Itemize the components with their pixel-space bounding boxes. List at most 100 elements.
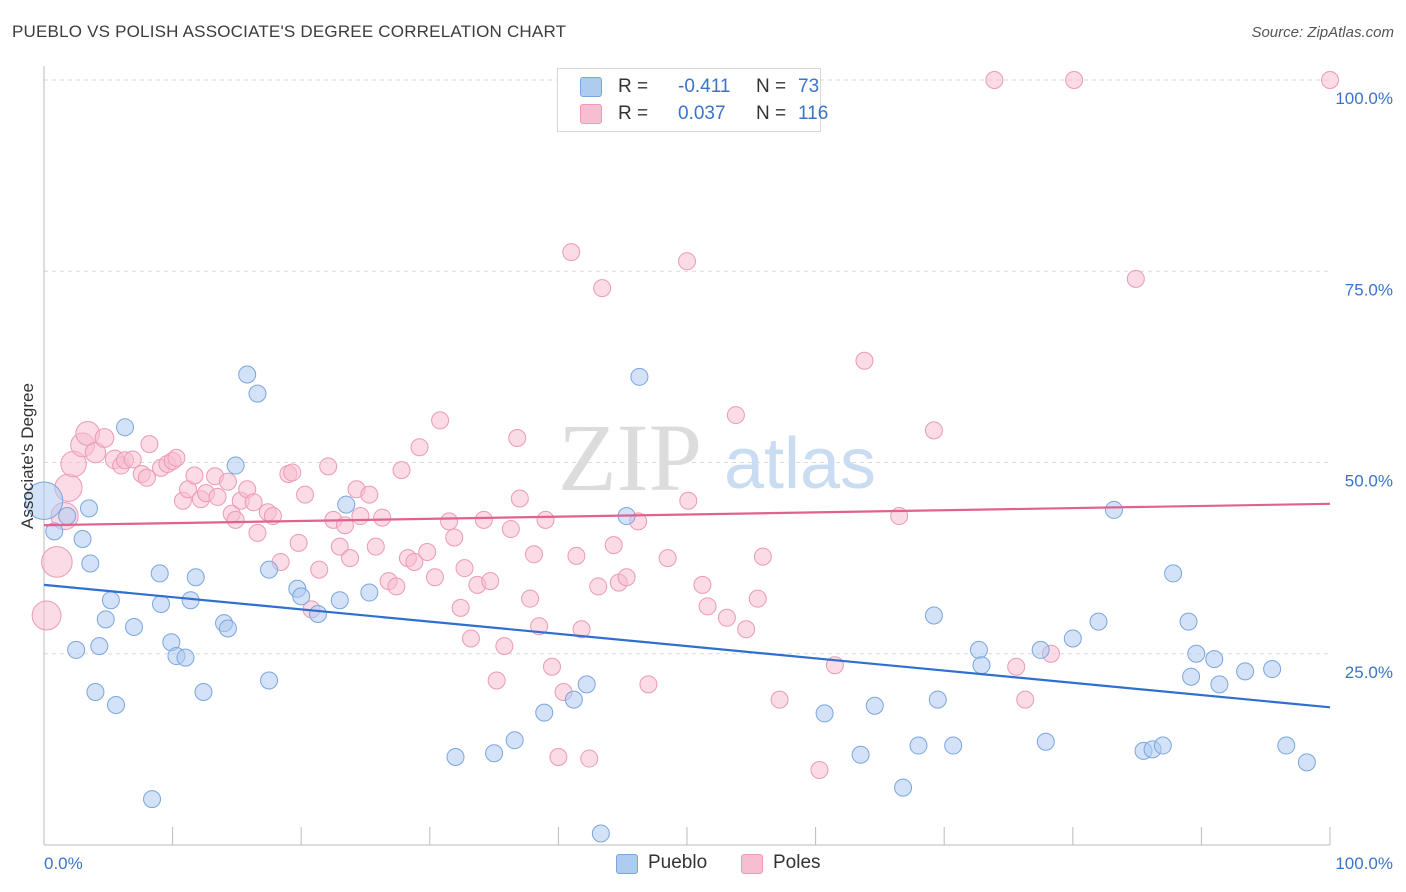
- pueblo-point: [67, 640, 86, 659]
- poles-swatch-icon: [741, 854, 763, 874]
- poles-point: [678, 252, 696, 271]
- legend-n-label: N =: [756, 103, 787, 124]
- y-axis-title: Associate's Degree: [18, 383, 37, 529]
- poles-point: [810, 761, 829, 780]
- pueblo-point: [143, 790, 162, 809]
- trend-layer: [43, 502, 1331, 709]
- poles-point: [123, 450, 142, 469]
- pueblo-point: [851, 745, 870, 764]
- poles-point: [510, 489, 529, 508]
- poles-point: [508, 429, 527, 448]
- pueblo-point: [292, 587, 311, 606]
- y-tick-label: 100.0%: [1335, 89, 1393, 108]
- pueblo-point: [1277, 736, 1296, 755]
- poles-point: [521, 589, 540, 608]
- pueblo-point: [86, 683, 105, 701]
- pueblo-point: [969, 640, 988, 659]
- poles-point: [658, 549, 677, 568]
- axes-layer: [43, 66, 1331, 846]
- poles-point: [140, 435, 159, 454]
- pueblo-trend-line: [43, 583, 1331, 709]
- poles-point: [1321, 71, 1339, 89]
- poles-point: [855, 351, 874, 370]
- poles-point: [392, 461, 411, 480]
- poles-point: [330, 537, 349, 556]
- pueblo-point: [894, 778, 913, 797]
- points-layer: [24, 71, 1339, 843]
- pueblo-point: [944, 736, 963, 755]
- pueblo-point: [24, 481, 64, 520]
- pueblo-point: [226, 456, 245, 475]
- poles-point: [524, 545, 543, 564]
- poles-point: [567, 546, 586, 565]
- pueblo-point: [1263, 660, 1282, 679]
- pueblo-swatch-icon: [616, 854, 638, 874]
- chart-title: PUEBLO VS POLISH ASSOCIATE'S DEGREE CORR…: [12, 22, 567, 41]
- y-tick-label: 25.0%: [1345, 663, 1393, 682]
- pueblo-point: [1089, 612, 1108, 631]
- poles-point: [226, 510, 245, 529]
- pueblo-point: [924, 606, 943, 625]
- pueblo-point: [1187, 644, 1206, 663]
- poles-point: [31, 600, 62, 631]
- poles-point: [185, 466, 204, 485]
- poles-point: [726, 406, 745, 425]
- pueblo-point: [186, 568, 205, 587]
- poles-point: [487, 671, 506, 690]
- poles-point: [218, 472, 237, 491]
- pueblo-point: [218, 619, 237, 638]
- poles-point: [501, 520, 520, 539]
- pueblo-point: [116, 418, 135, 437]
- poles-point: [319, 457, 338, 476]
- legend-r-value: 0.037: [678, 103, 726, 124]
- pueblo-point: [1063, 629, 1082, 648]
- x-tick-label: 100.0%: [1335, 854, 1393, 873]
- poles-point: [717, 608, 736, 627]
- poles-point: [580, 749, 599, 768]
- pueblo-point: [58, 507, 77, 526]
- pueblo-point: [330, 591, 349, 610]
- watermark-atlas: atlas: [724, 424, 876, 504]
- pueblo-point: [73, 530, 92, 548]
- poles-point: [440, 512, 459, 531]
- pueblo-point: [248, 384, 267, 403]
- poles-point: [589, 577, 608, 596]
- pueblo-point: [260, 560, 279, 579]
- poles-point: [84, 441, 107, 464]
- legend-label-poles: Poles: [773, 852, 821, 873]
- labels-layer: 25.0% 50.0% 75.0% 100.0% 0.0% 100.0% Associate…: [18, 89, 1393, 873]
- poles-point: [283, 463, 302, 482]
- poles-point: [387, 577, 406, 596]
- poles-trend-line: [43, 502, 1331, 527]
- poles-point: [924, 421, 943, 440]
- poles-point: [296, 485, 315, 504]
- poles-point: [455, 559, 474, 578]
- y-tick-label: 75.0%: [1345, 280, 1393, 299]
- legend-label-pueblo: Pueblo: [648, 852, 708, 873]
- pueblo-point: [308, 604, 327, 623]
- poles-point: [549, 748, 568, 767]
- x-tick-label: 0.0%: [44, 854, 83, 873]
- poles-point: [748, 589, 767, 608]
- poles-point: [1016, 690, 1035, 709]
- poles-point: [562, 243, 581, 262]
- pueblo-point: [260, 671, 279, 690]
- pueblo-point: [1179, 612, 1198, 631]
- source-label: Source: ZipAtlas.com: [1251, 24, 1394, 41]
- pueblo-point: [505, 731, 524, 750]
- pueblo-point: [125, 617, 144, 636]
- poles-swatch-icon: [580, 104, 602, 124]
- pueblo-point: [535, 703, 554, 722]
- watermark: ZIP atlas: [558, 404, 876, 511]
- poles-point: [418, 543, 437, 562]
- poles-point: [167, 448, 186, 467]
- poles-point: [405, 552, 424, 571]
- pueblo-point: [1036, 732, 1055, 751]
- poles-point: [451, 598, 470, 617]
- poles-point: [481, 572, 500, 591]
- legend-n-value: 116: [798, 103, 829, 124]
- pueblo-point: [928, 690, 947, 709]
- pueblo-point: [337, 495, 356, 514]
- poles-point: [94, 428, 115, 448]
